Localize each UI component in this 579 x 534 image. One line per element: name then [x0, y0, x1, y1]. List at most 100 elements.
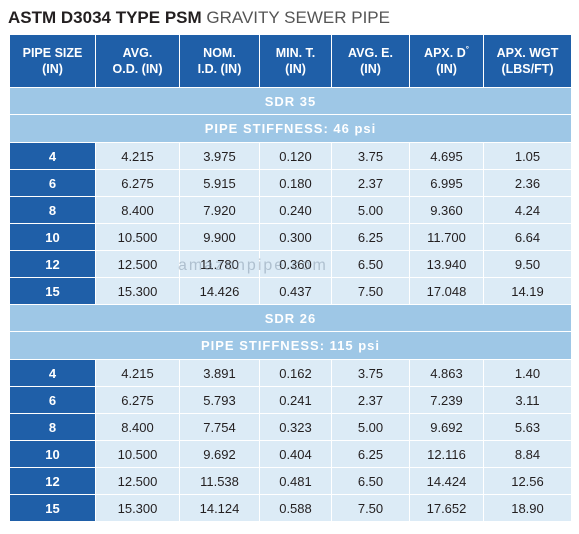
table-cell: 0.120	[259, 142, 332, 170]
table-cell: 1.05	[483, 142, 572, 170]
table-cell: 6.64	[483, 223, 572, 251]
pipe-size-cell: 12	[9, 467, 96, 495]
table-cell: 17.048	[409, 277, 484, 305]
table-row: 10 10.500 9.900 0.300 6.25 11.700 6.64	[9, 223, 572, 251]
table-cell: 0.360	[259, 250, 332, 278]
table-row: 15 15.300 14.426 0.437 7.50 17.048 14.19	[9, 277, 572, 305]
table-cell: 9.360	[409, 196, 484, 224]
table-cell: 3.11	[483, 386, 572, 414]
header-apx-wgt: APX. WGT (LBS/FT)	[483, 34, 572, 88]
stiffness-band-row: PIPE STIFFNESS: 46 psi	[9, 114, 572, 143]
header-line1: AVG.	[122, 46, 153, 60]
title-light: GRAVITY SEWER PIPE	[201, 8, 390, 27]
table-cell: 4.215	[95, 142, 180, 170]
header-line1: APX. D	[424, 46, 466, 60]
table-cell: 6.275	[95, 169, 180, 197]
header-apx-d: APX. D° (IN)	[409, 34, 484, 88]
table-cell: 5.00	[331, 196, 410, 224]
stiffness-label: PIPE STIFFNESS: 46 psi	[9, 114, 572, 143]
table-row: 6 6.275 5.793 0.241 2.37 7.239 3.11	[9, 386, 572, 414]
header-line2: (LBS/FT)	[501, 62, 554, 76]
table-cell: 0.300	[259, 223, 332, 251]
table-cell: 9.900	[179, 223, 260, 251]
table-cell: 7.50	[331, 277, 410, 305]
header-line2: (IN)	[436, 62, 457, 76]
table-cell: 18.90	[483, 494, 572, 522]
table-cell: 0.240	[259, 196, 332, 224]
table-row: 15 15.300 14.124 0.588 7.50 17.652 18.90	[9, 494, 572, 522]
table-cell: 4.215	[95, 359, 180, 387]
pipe-size-cell: 12	[9, 250, 96, 278]
table-cell: 10.500	[95, 223, 180, 251]
page-title: ASTM D3034 TYPE PSM GRAVITY SEWER PIPE	[8, 6, 390, 30]
header-pipe-size: PIPE SIZE (IN)	[9, 34, 96, 88]
table-cell: 3.975	[179, 142, 260, 170]
pipe-size-cell: 4	[9, 142, 96, 170]
table-cell: 17.652	[409, 494, 484, 522]
table-cell: 0.588	[259, 494, 332, 522]
header-line2: (IN)	[285, 62, 306, 76]
stiffness-label: PIPE STIFFNESS: 115 psi	[9, 331, 572, 360]
table-row: 4 4.215 3.891 0.162 3.75 4.863 1.40	[9, 359, 572, 387]
table-cell: 6.25	[331, 440, 410, 468]
header-min-t: MIN. T. (IN)	[259, 34, 332, 88]
table-cell: 0.241	[259, 386, 332, 414]
header-line1: MIN. T.	[275, 46, 316, 60]
header-line2: (IN)	[42, 62, 63, 76]
header-line1: APX. WGT	[496, 46, 559, 60]
pipe-size-cell: 6	[9, 169, 96, 197]
table-cell: 5.915	[179, 169, 260, 197]
table-row: 8 8.400 7.920 0.240 5.00 9.360 4.24	[9, 196, 572, 224]
table-cell: 12.500	[95, 250, 180, 278]
table-cell: 4.863	[409, 359, 484, 387]
table-cell: 6.275	[95, 386, 180, 414]
pipe-size-cell: 15	[9, 277, 96, 305]
table-row: 12 12.500 11.538 0.481 6.50 14.424 12.56	[9, 467, 572, 495]
pipe-size-cell: 8	[9, 196, 96, 224]
table-cell: 6.995	[409, 169, 484, 197]
sdr-label: SDR 26	[9, 304, 572, 332]
table-cell: 7.754	[179, 413, 260, 441]
table-cell: 2.36	[483, 169, 572, 197]
table-cell: 0.180	[259, 169, 332, 197]
table-cell: 13.940	[409, 250, 484, 278]
pipe-size-cell: 15	[9, 494, 96, 522]
table-cell: 3.75	[331, 359, 410, 387]
pipe-spec-table: PIPE SIZE (IN) AVG. O.D. (IN) NOM. I.D. (IN…	[9, 34, 572, 522]
pipe-size-cell: 6	[9, 386, 96, 414]
table-cell: 8.400	[95, 196, 180, 224]
table-cell: 9.692	[409, 413, 484, 441]
sdr-band-row: SDR 26	[9, 304, 572, 332]
title-bold: ASTM D3034 TYPE PSM	[8, 8, 202, 27]
header-line1: AVG. E.	[348, 46, 393, 60]
table-cell: 0.162	[259, 359, 332, 387]
table-cell: 8.84	[483, 440, 572, 468]
table-cell: 10.500	[95, 440, 180, 468]
header-line1: NOM.	[203, 46, 236, 60]
table-cell: 4.695	[409, 142, 484, 170]
table-cell: 5.00	[331, 413, 410, 441]
stiffness-band-row: PIPE STIFFNESS: 115 psi	[9, 331, 572, 360]
table-cell: 8.400	[95, 413, 180, 441]
table-row: 6 6.275 5.915 0.180 2.37 6.995 2.36	[9, 169, 572, 197]
sdr-band-row: SDR 35	[9, 87, 572, 115]
table-cell: 0.481	[259, 467, 332, 495]
table-cell: 5.793	[179, 386, 260, 414]
table-cell: 14.424	[409, 467, 484, 495]
table-cell: 14.19	[483, 277, 572, 305]
table-cell: 7.920	[179, 196, 260, 224]
table-cell: 15.300	[95, 494, 180, 522]
table-cell: 0.323	[259, 413, 332, 441]
table-cell: 9.50	[483, 250, 572, 278]
table-cell: 6.50	[331, 250, 410, 278]
table-cell: 15.300	[95, 277, 180, 305]
table-cell: 7.50	[331, 494, 410, 522]
header-row: PIPE SIZE (IN) AVG. O.D. (IN) NOM. I.D. (IN…	[9, 34, 572, 88]
sdr-label: SDR 35	[9, 87, 572, 115]
header-superscript: °	[465, 44, 469, 54]
table-cell: 11.780	[179, 250, 260, 278]
table-cell: 12.56	[483, 467, 572, 495]
table-cell: 4.24	[483, 196, 572, 224]
header-line1: PIPE SIZE	[22, 46, 83, 60]
table-cell: 0.404	[259, 440, 332, 468]
